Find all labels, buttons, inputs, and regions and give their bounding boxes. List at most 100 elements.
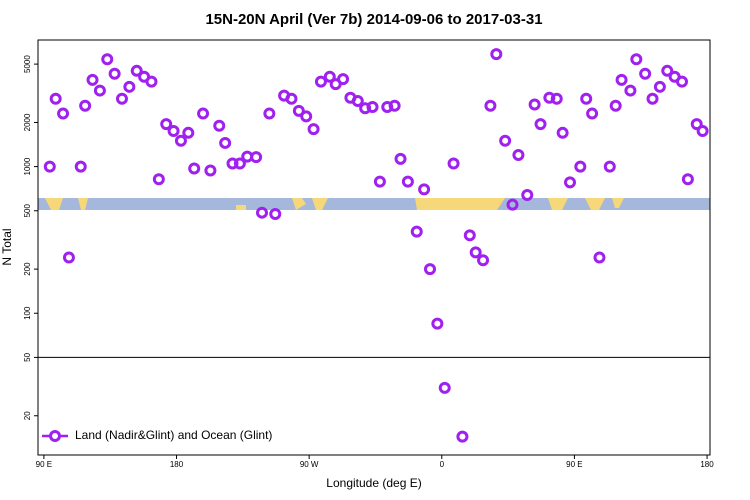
legend-marker: [49, 430, 61, 442]
y-tick-label: 2000: [23, 113, 32, 131]
y-tick-label: 100: [23, 306, 32, 320]
point: [167, 124, 180, 137]
point: [424, 263, 436, 276]
ocean-band: [38, 198, 710, 210]
legend-label: Land (Nadir&Glint) and Ocean (Glint): [75, 428, 272, 442]
x-tick-label: 90 W: [300, 460, 319, 469]
point: [550, 92, 563, 105]
point: [285, 92, 298, 105]
point: [603, 160, 616, 173]
y-axis-label: N Total: [0, 228, 14, 265]
x-tick-label: 90 E: [566, 460, 582, 469]
point: [337, 73, 350, 86]
point: [197, 107, 210, 120]
point: [233, 157, 246, 170]
point: [226, 157, 239, 170]
point: [351, 95, 364, 108]
point: [630, 53, 643, 66]
point: [580, 92, 593, 105]
point: [499, 134, 512, 147]
point: [43, 160, 56, 173]
chart-title: 15N-20N April (Ver 7b) 2014-09-06 to 201…: [205, 11, 542, 28]
point: [93, 84, 106, 97]
y-tick-label: 50: [23, 352, 32, 361]
y-tick-label: 200: [23, 262, 32, 276]
point: [431, 317, 444, 330]
point: [506, 198, 519, 211]
x-tick-label: 180: [700, 460, 714, 469]
point: [574, 160, 587, 173]
x-tick-label: 90 E: [36, 460, 52, 469]
point: [410, 225, 423, 238]
point: [438, 381, 451, 394]
legend: Land (Nadir&Glint) and Ocean (Glint): [42, 428, 272, 442]
point: [116, 92, 128, 105]
point: [696, 124, 709, 137]
point: [676, 75, 688, 88]
point: [469, 246, 482, 259]
point: [394, 152, 407, 165]
point: [564, 176, 576, 189]
point: [188, 162, 201, 175]
point: [57, 107, 70, 120]
point: [401, 175, 414, 188]
y-tick-label: 500: [23, 204, 32, 218]
point: [62, 251, 75, 264]
point: [624, 84, 637, 97]
point: [174, 134, 187, 147]
point: [366, 100, 379, 113]
plot-frame: [37, 39, 711, 456]
point: [74, 160, 87, 173]
x-axis-label: Longitude (deg E): [326, 476, 421, 490]
point: [145, 75, 158, 88]
point: [263, 107, 276, 120]
point: [490, 48, 503, 61]
point: [447, 157, 460, 170]
point: [521, 189, 534, 202]
point: [681, 173, 694, 186]
point: [593, 251, 606, 264]
point: [292, 104, 305, 117]
x-tick-label: 180: [170, 460, 184, 469]
point: [388, 99, 401, 112]
y-tick-label: 1000: [23, 157, 32, 175]
point: [615, 73, 628, 86]
point: [130, 64, 143, 77]
point: [528, 98, 541, 111]
point: [653, 80, 666, 93]
point: [79, 99, 92, 112]
point: [86, 73, 99, 86]
y-tick-label: 20: [23, 411, 32, 420]
point: [49, 92, 62, 105]
point: [219, 136, 232, 149]
point: [250, 151, 263, 164]
point: [646, 92, 659, 105]
point: [204, 164, 217, 177]
point: [108, 67, 121, 80]
point: [182, 126, 195, 139]
point: [269, 208, 282, 221]
point: [300, 110, 313, 123]
point: [534, 118, 547, 131]
point: [586, 107, 599, 120]
point: [307, 123, 320, 136]
point: [639, 67, 652, 80]
point: [512, 148, 525, 161]
point: [609, 99, 622, 112]
point: [314, 75, 327, 88]
point: [101, 53, 114, 66]
land: [45, 198, 624, 210]
y-tick-label: 5000: [23, 55, 32, 73]
point: [556, 126, 569, 139]
point: [477, 254, 490, 267]
point: [123, 80, 136, 93]
map-strip: [38, 198, 710, 210]
point: [256, 206, 268, 219]
point: [160, 118, 173, 131]
point: [543, 91, 556, 104]
point: [152, 173, 165, 186]
point: [456, 430, 469, 443]
point: [661, 64, 674, 77]
